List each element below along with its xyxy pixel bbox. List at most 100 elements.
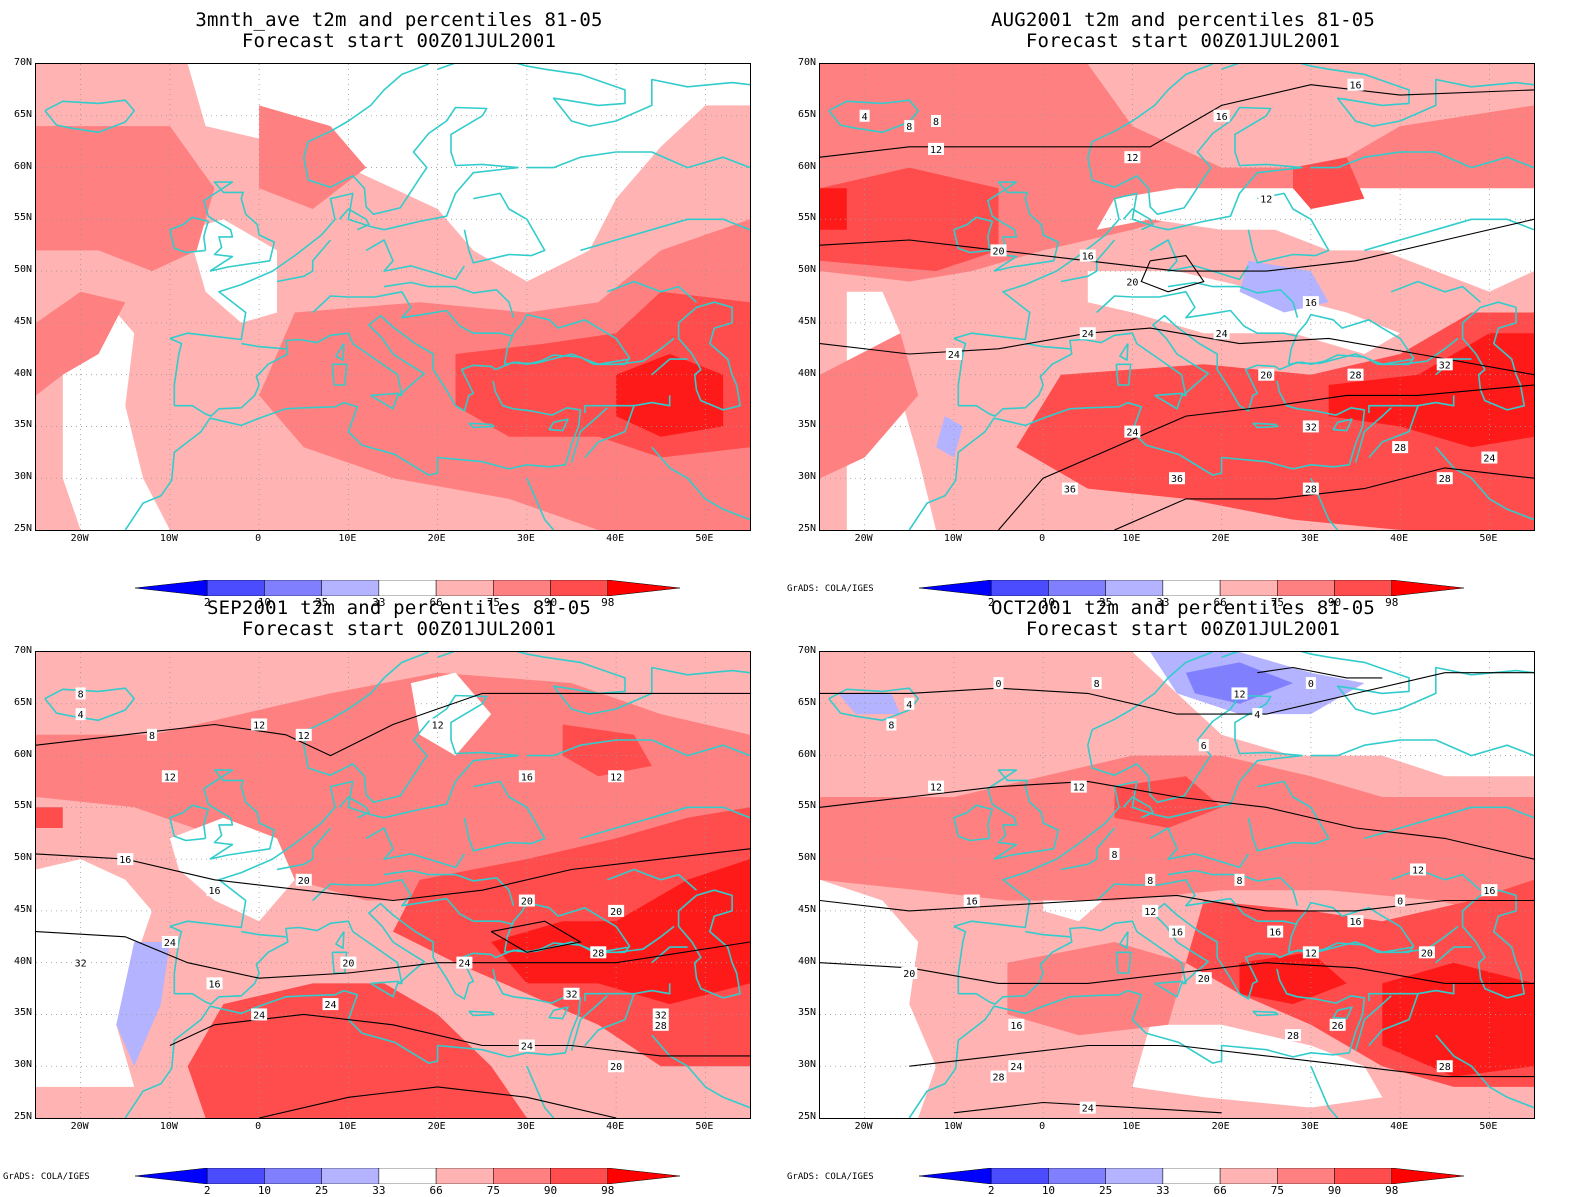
coastline [1368, 395, 1455, 413]
svg-text:24: 24 [325, 1000, 337, 1011]
contour-label: 16 [206, 884, 223, 897]
latitude-label: 60N [13, 160, 32, 172]
coastline [677, 889, 741, 999]
svg-text:8: 8 [933, 117, 939, 128]
coastline [1154, 392, 1184, 410]
coastline [370, 392, 400, 410]
contour-label: 12 [251, 718, 268, 731]
svg-text:16: 16 [208, 979, 220, 990]
colorbar-label: 66 [429, 1184, 443, 1197]
svg-text:8: 8 [78, 689, 84, 700]
coastline [1364, 218, 1534, 252]
longitude-label: 30E [1300, 1121, 1319, 1132]
coastline [169, 216, 210, 254]
coastline [1310, 1065, 1339, 1118]
colorbar [134, 1167, 681, 1185]
latitude-label: 40N [797, 367, 816, 379]
svg-text:16: 16 [521, 772, 533, 783]
contour-label: 24 [251, 1008, 268, 1021]
contour-label: 12 [295, 728, 312, 742]
percentile-shading [1016, 312, 1534, 530]
svg-text:32: 32 [1305, 422, 1317, 433]
coastline [1252, 1010, 1279, 1017]
panel-title: SEP2001 t2m and percentiles 81-05 [206, 597, 592, 619]
contour-label: 32 [652, 1008, 669, 1021]
contour-label: 16 [1079, 249, 1096, 263]
contour-label: 20 [608, 904, 625, 918]
svg-text:32: 32 [75, 959, 87, 970]
coastline [958, 314, 1414, 417]
isotherm-contour [258, 1086, 617, 1118]
coastline [174, 314, 630, 417]
contour-label: 24 [1008, 1060, 1025, 1073]
credit-text: GrADS: COLA/IGES [787, 1172, 874, 1182]
coastline [1115, 951, 1132, 974]
longitude-label: 20W [854, 533, 873, 544]
latitude-label: 70N [13, 645, 32, 656]
percentile-shading [410, 672, 492, 756]
coastline [908, 968, 1366, 1118]
colorbar-label: 33 [372, 596, 386, 609]
percentile-shading [509, 146, 617, 220]
contour-label: 32 [1436, 358, 1453, 371]
contour-label: 28 [1392, 441, 1409, 454]
coastline [1252, 422, 1279, 429]
colorbar-label: 75 [486, 1184, 500, 1197]
contour-label: 12 [928, 142, 945, 156]
coastline [276, 239, 332, 283]
latitude-label: 30N [13, 471, 32, 483]
coastline [1167, 869, 1299, 906]
percentile-shading [116, 942, 170, 1067]
colorbar-swatch [264, 1167, 322, 1185]
colorbar-label: 25 [315, 596, 329, 609]
contour-label: 12 [608, 770, 625, 783]
longitude-label: 20W [70, 1121, 89, 1132]
coastline [1461, 301, 1525, 411]
coastline [1096, 879, 1298, 926]
map-plot-area: 0 4 8 8 4 0 6 12 12 8 8 8 16 12 16 16 12 16 20 20 16 20 24 28 24… [819, 651, 1535, 1119]
svg-text:4: 4 [78, 710, 84, 721]
coastline [1435, 946, 1472, 964]
latitude-label: 70N [13, 57, 32, 68]
svg-text:24: 24 [1216, 329, 1228, 340]
svg-text:16: 16 [1216, 112, 1228, 123]
colorbar [134, 579, 681, 597]
longitude-label: 30E [516, 533, 535, 544]
coastline [338, 796, 370, 819]
colorbar-swatch [1162, 1167, 1221, 1185]
contour-label: 28 [1347, 368, 1364, 382]
colorbar-label: 75 [486, 596, 500, 609]
colorbar-label: 90 [1327, 596, 1342, 609]
colorbar-label: 75 [1270, 596, 1284, 609]
svg-text:20: 20 [342, 959, 354, 970]
longitude-label: 40E [1390, 1121, 1409, 1132]
svg-text:12: 12 [432, 720, 444, 731]
coastline [1221, 64, 1534, 127]
coastline [1115, 363, 1132, 386]
coastline [1368, 993, 1419, 1047]
colorbar-label: 10 [257, 596, 272, 609]
svg-text:12: 12 [164, 772, 176, 783]
contour-label: 24 [1124, 425, 1141, 439]
latitude-label: 25N [13, 523, 32, 534]
latitude-label: 50N [797, 264, 816, 276]
longitude-label: 0 [255, 1121, 262, 1132]
contour-label: 20 [1124, 275, 1141, 288]
coastline [584, 405, 635, 459]
svg-text:16: 16 [1010, 1021, 1022, 1032]
map-panel-4: OCT2001 t2m and percentiles 81-05 Forecas… [784, 588, 1582, 1197]
svg-text:16: 16 [1082, 252, 1094, 263]
svg-text:4: 4 [906, 700, 912, 711]
percentile-shading [1087, 271, 1401, 354]
contour-label: 16 [518, 770, 535, 783]
coastline [203, 181, 276, 272]
coastline [169, 925, 183, 994]
coastline [169, 804, 210, 842]
svg-text:16: 16 [119, 855, 131, 866]
colorbar-swatch [990, 1167, 1049, 1185]
colorbar-label: 90 [543, 596, 558, 609]
coastline [1332, 1006, 1353, 1020]
coastline [312, 291, 514, 338]
svg-text:20: 20 [610, 1062, 622, 1073]
contour-label: 12 [161, 770, 178, 783]
